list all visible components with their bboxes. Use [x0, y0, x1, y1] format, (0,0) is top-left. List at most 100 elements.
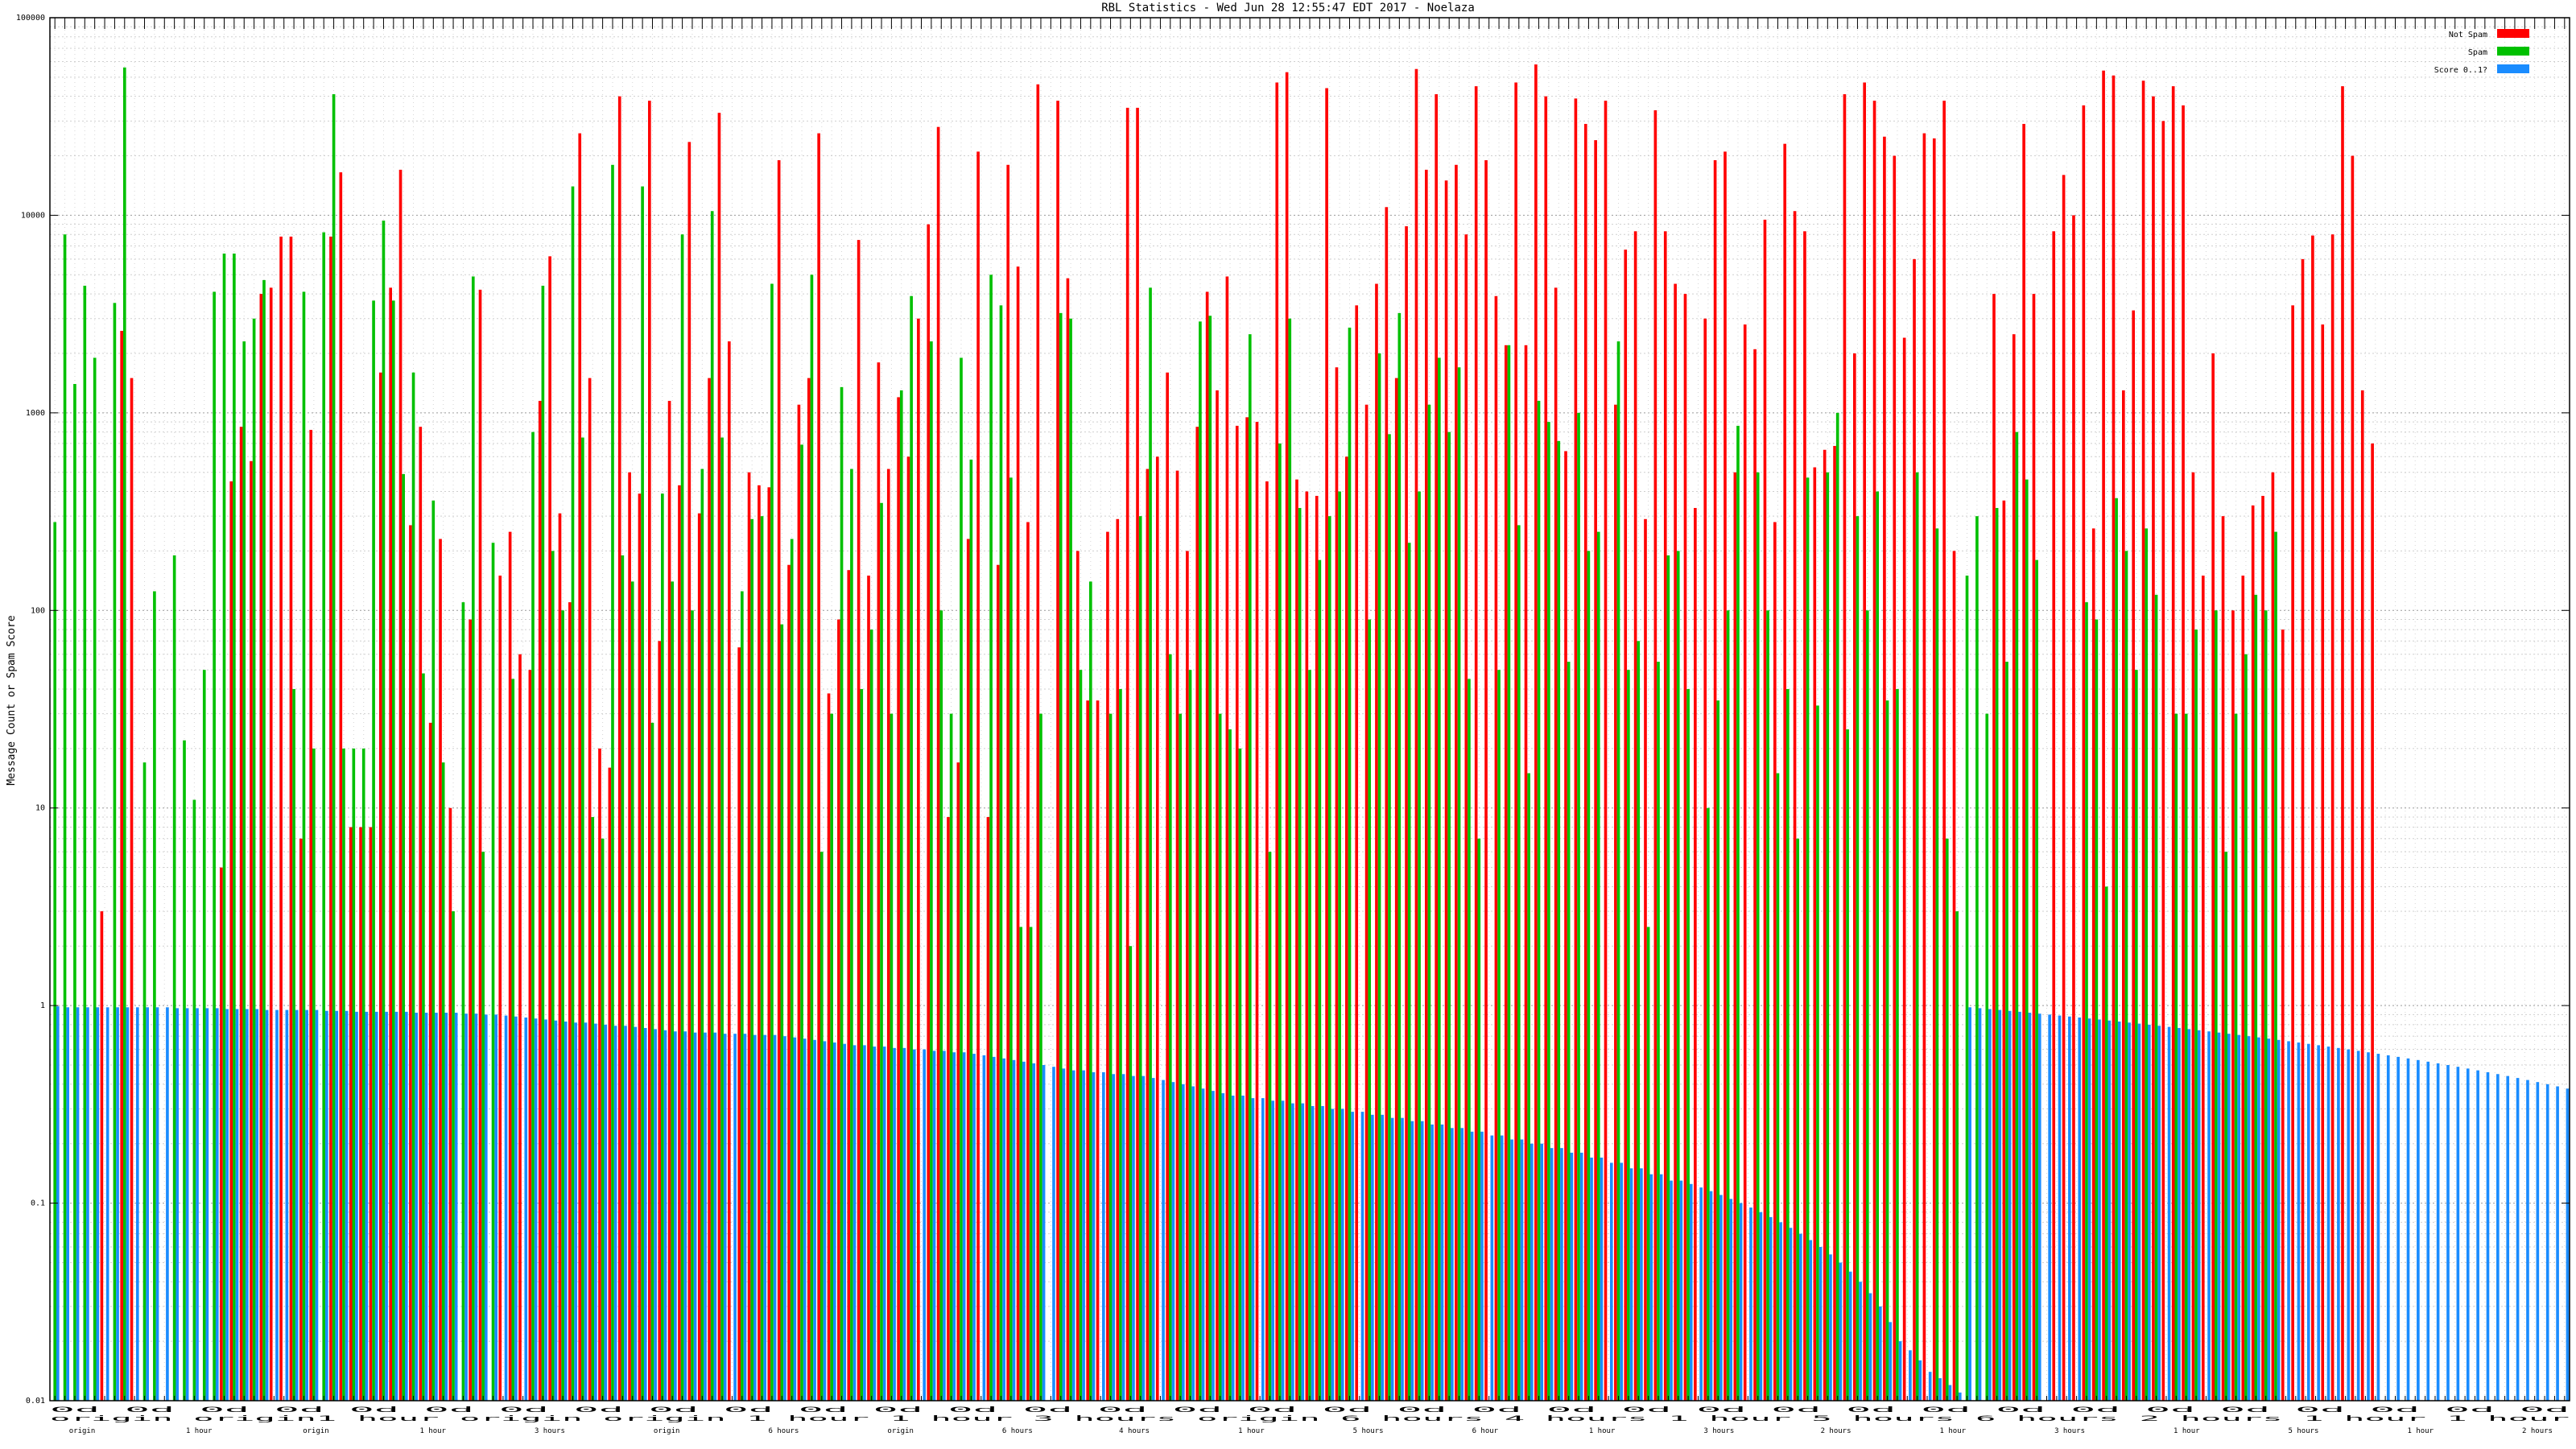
score-bar: [1451, 1128, 1454, 1401]
score-bar: [1878, 1306, 1882, 1401]
score-bar: [484, 1014, 488, 1401]
score-bar: [1689, 1183, 1693, 1401]
not-spam-bar: [1763, 219, 1767, 1401]
spam-bar: [402, 473, 406, 1402]
legend-swatch: [2497, 64, 2529, 73]
not-spam-bar: [2012, 334, 2016, 1401]
not-spam-bar: [997, 564, 1000, 1401]
not-spam-bar: [588, 378, 592, 1402]
score-bar: [1510, 1139, 1513, 1401]
not-spam-bar: [1504, 345, 1508, 1401]
not-spam-bar: [1414, 68, 1418, 1401]
score-bar: [2287, 1041, 2290, 1401]
score-bar: [554, 1020, 558, 1401]
not-spam-bar: [2351, 155, 2355, 1401]
score-bar: [1649, 1174, 1653, 1401]
score-bar: [1141, 1075, 1146, 1401]
not-spam-bar: [1136, 107, 1139, 1402]
not-spam-bar: [2122, 390, 2125, 1401]
not-spam-bar: [2211, 353, 2215, 1401]
score-bar: [1998, 1009, 2002, 1401]
spam-bar: [1816, 705, 1819, 1401]
not-spam-bar: [2032, 294, 2036, 1401]
score-bar: [2356, 1051, 2360, 1401]
score-bar: [2516, 1078, 2520, 1401]
spam-bar: [1945, 838, 1949, 1401]
spam-bar: [1716, 700, 1720, 1401]
not-spam-bar: [1075, 551, 1080, 1402]
score-bar: [2227, 1034, 2231, 1401]
not-spam-bar: [339, 172, 343, 1402]
score-bar: [1440, 1124, 1444, 1401]
not-spam-bar: [1186, 551, 1189, 1402]
not-spam-bar: [1633, 231, 1637, 1402]
score-bar: [1012, 1059, 1016, 1401]
spam-bar: [650, 722, 654, 1401]
not-spam-bar: [2311, 235, 2314, 1401]
not-spam-bar: [628, 472, 631, 1401]
not-spam-bar: [1932, 138, 1936, 1401]
score-bar: [1928, 1372, 1932, 1401]
score-bar: [2566, 1088, 2570, 1401]
spam-bar: [1657, 662, 1660, 1401]
spam-bar: [113, 303, 117, 1402]
score-bar: [2078, 1017, 2082, 1401]
score-bar: [1042, 1065, 1046, 1401]
not-spam-bar: [2002, 500, 2006, 1401]
not-spam-bar: [369, 827, 373, 1401]
score-bar: [1679, 1180, 1683, 1401]
legend-label: Spam: [2468, 48, 2487, 57]
score-bar: [1560, 1148, 1563, 1401]
not-spam-bar: [1534, 64, 1538, 1402]
score-bar: [1082, 1070, 1085, 1401]
score-bar: [1401, 1117, 1404, 1401]
spam-bar: [1468, 679, 1471, 1401]
spam-bar: [2145, 528, 2149, 1401]
score-bar: [693, 1032, 697, 1401]
not-spam-bar: [558, 513, 562, 1401]
y-tick-label: 0.01: [26, 1397, 45, 1406]
not-spam-bar: [1195, 427, 1199, 1402]
spam-bar: [1019, 927, 1023, 1401]
not-spam-bar: [936, 126, 940, 1401]
spam-bar: [391, 300, 395, 1402]
spam-bar: [770, 283, 774, 1401]
x-sublabel: 1 hour: [1589, 1427, 1616, 1435]
score-bar: [2137, 1023, 2141, 1401]
score-bar: [1818, 1247, 1823, 1401]
not-spam-bar: [1544, 96, 1548, 1401]
score-bar: [952, 1052, 956, 1401]
score-bar: [1022, 1061, 1026, 1401]
spam-bar: [1407, 543, 1411, 1402]
plot-frame: [49, 17, 2570, 1402]
spam-bar: [960, 357, 963, 1401]
spam-bar: [2184, 713, 2188, 1401]
spam-bar: [1199, 321, 1202, 1401]
score-bar: [1480, 1131, 1484, 1401]
not-spam-bar: [667, 400, 671, 1401]
spam-bar: [1736, 425, 1740, 1401]
score-bar: [1221, 1093, 1225, 1401]
score-bar: [723, 1034, 727, 1401]
not-spam-bar: [1663, 231, 1667, 1402]
not-spam-bar: [120, 331, 123, 1401]
spam-bar: [1995, 508, 1999, 1401]
not-spam-bar: [548, 256, 551, 1401]
spam-bar: [2035, 559, 2038, 1401]
x-sublabel: 2 hours: [1821, 1427, 1852, 1435]
spam-bar: [680, 234, 684, 1402]
score-bar: [2098, 1019, 2101, 1401]
score-bar: [215, 1008, 219, 1401]
score-bar: [1779, 1222, 1782, 1401]
not-spam-bar: [2082, 105, 2086, 1402]
spam-bar: [2264, 610, 2268, 1401]
not-spam-bar: [1703, 318, 1707, 1402]
not-spam-bar: [1385, 207, 1389, 1401]
score-bar: [196, 1008, 199, 1401]
not-spam-bar: [1435, 94, 1439, 1401]
spam-bar: [1796, 838, 1800, 1401]
spam-bar: [1876, 491, 1879, 1402]
score-bar: [1520, 1139, 1524, 1401]
score-bar: [2028, 1013, 2032, 1401]
score-bar: [524, 1017, 528, 1401]
